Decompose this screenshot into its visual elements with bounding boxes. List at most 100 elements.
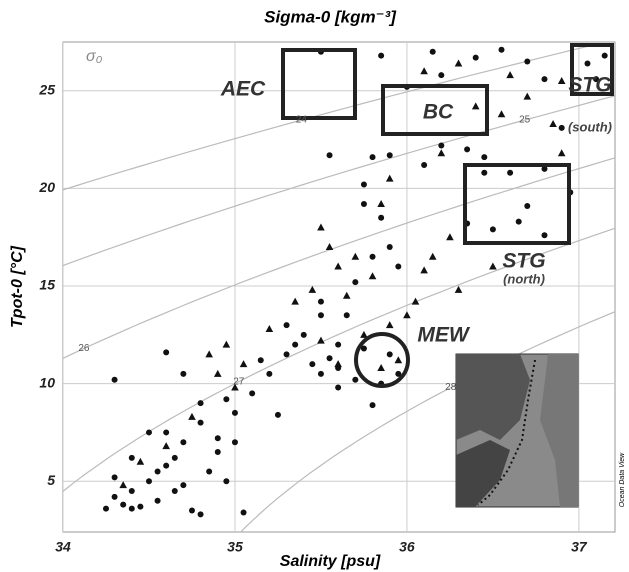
point-group <box>180 439 186 445</box>
circle-point <box>438 72 444 78</box>
credit: Ocean Data View <box>619 452 626 507</box>
point-group <box>112 377 118 383</box>
x-tick-label: 34 <box>55 539 71 555</box>
annotation: AEC <box>220 78 266 101</box>
circle-point <box>232 410 238 416</box>
point-group <box>120 502 126 508</box>
point-group <box>352 279 358 285</box>
contour-label: σ₀ <box>86 48 103 65</box>
annotation: (north) <box>503 271 545 286</box>
circle-point <box>507 170 513 176</box>
point-group <box>284 322 290 328</box>
circle-point <box>103 506 109 512</box>
circle-point <box>198 511 204 517</box>
circle-point <box>198 420 204 426</box>
point-group <box>275 412 281 418</box>
isopycnal-label: 27 <box>233 376 245 387</box>
circle-point <box>395 264 401 270</box>
circle-point <box>284 351 290 357</box>
point-group <box>361 182 367 188</box>
x-axis-label: Salinity [psu] <box>280 553 381 570</box>
circle-point <box>180 371 186 377</box>
point-group <box>137 504 143 510</box>
chart: Sigma-0 [kgm⁻³] Salinity [psu] Tpot-0 [°… <box>0 0 629 572</box>
circle-point <box>241 509 247 515</box>
circle-point <box>318 371 324 377</box>
y-tick-label: 15 <box>39 277 55 293</box>
point-group <box>524 59 530 65</box>
circle-point <box>301 332 307 338</box>
point-group <box>318 312 324 318</box>
circle-point <box>120 502 126 508</box>
point-group <box>129 455 135 461</box>
point-group <box>335 342 341 348</box>
point-group <box>438 142 444 148</box>
circle-point <box>481 170 487 176</box>
point-group <box>490 226 496 232</box>
circle-point <box>112 474 118 480</box>
circle-point <box>352 279 358 285</box>
point-group <box>584 60 590 66</box>
point-group <box>129 506 135 512</box>
point-group <box>327 355 333 361</box>
circle-point <box>430 49 436 55</box>
circle-point <box>163 429 169 435</box>
circle-point <box>335 342 341 348</box>
point-group <box>103 506 109 512</box>
circle-point <box>335 385 341 391</box>
circle-point <box>163 463 169 469</box>
point-group <box>112 494 118 500</box>
point-group <box>352 377 358 383</box>
circle-point <box>378 53 384 59</box>
circle-point <box>490 226 496 232</box>
circle-point <box>464 146 470 152</box>
annotation: STG <box>502 250 545 273</box>
chart-title: Sigma-0 [kgm⁻³] <box>264 7 397 26</box>
circle-point <box>258 357 264 363</box>
circle-point <box>284 322 290 328</box>
circle-point <box>327 152 333 158</box>
point-group <box>395 264 401 270</box>
point-group <box>507 170 513 176</box>
point-group <box>258 357 264 363</box>
point-group <box>327 152 333 158</box>
x-tick-label: 35 <box>227 539 243 555</box>
point-group <box>481 170 487 176</box>
circle-point <box>223 396 229 402</box>
isopycnal-label: 25 <box>519 115 531 126</box>
point-group <box>378 53 384 59</box>
circle-point <box>146 478 152 484</box>
circle-point <box>387 152 393 158</box>
point-group <box>284 351 290 357</box>
x-tick-label: 37 <box>571 539 588 555</box>
point-group <box>344 312 350 318</box>
point-group <box>370 402 376 408</box>
circle-point <box>180 439 186 445</box>
point-group <box>129 488 135 494</box>
point-group <box>524 203 530 209</box>
point-group <box>163 463 169 469</box>
circle-point <box>189 508 195 514</box>
point-group <box>361 201 367 207</box>
circle-point <box>163 349 169 355</box>
point-group <box>387 244 393 250</box>
point-group <box>180 482 186 488</box>
point-group <box>421 162 427 168</box>
circle-point <box>249 390 255 396</box>
circle-point <box>215 435 221 441</box>
annotation: BC <box>423 101 454 124</box>
circle-point <box>232 439 238 445</box>
annotation: MEW <box>417 324 471 347</box>
point-group <box>146 478 152 484</box>
point-group <box>309 361 315 367</box>
point-group <box>499 47 505 53</box>
point-group <box>292 342 298 348</box>
circle-point <box>559 125 565 131</box>
circle-point <box>129 455 135 461</box>
point-group <box>223 396 229 402</box>
circle-point <box>172 488 178 494</box>
circle-point <box>602 53 608 59</box>
circle-point <box>541 76 547 82</box>
circle-point <box>137 504 143 510</box>
circle-point <box>112 494 118 500</box>
